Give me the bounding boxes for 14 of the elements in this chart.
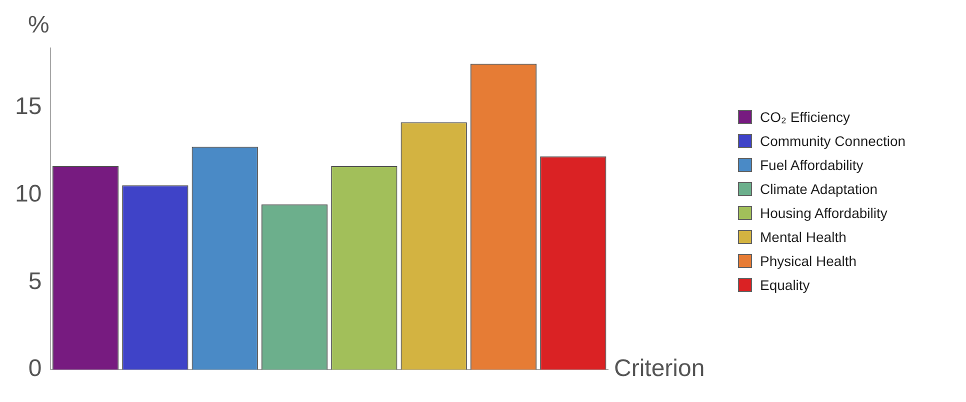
legend-label: CO₂ Efficiency bbox=[760, 109, 850, 125]
x-axis-title: Criterion bbox=[614, 355, 705, 382]
legend-label: Housing Affordability bbox=[760, 205, 888, 221]
y-tick-label: 5 bbox=[28, 268, 42, 295]
legend-label: Equality bbox=[760, 277, 810, 293]
legend-label: Community Connection bbox=[760, 133, 906, 149]
legend-label: Climate Adaptation bbox=[760, 181, 878, 197]
legend-label: Mental Health bbox=[760, 229, 846, 245]
y-axis-title: % bbox=[28, 12, 50, 39]
y-tick-label: 10 bbox=[14, 180, 42, 208]
y-tick-label: 15 bbox=[14, 93, 42, 120]
legend-label: Fuel Affordability bbox=[760, 157, 864, 173]
legend-label: Physical Health bbox=[760, 253, 856, 269]
y-tick-label: 0 bbox=[28, 355, 42, 382]
